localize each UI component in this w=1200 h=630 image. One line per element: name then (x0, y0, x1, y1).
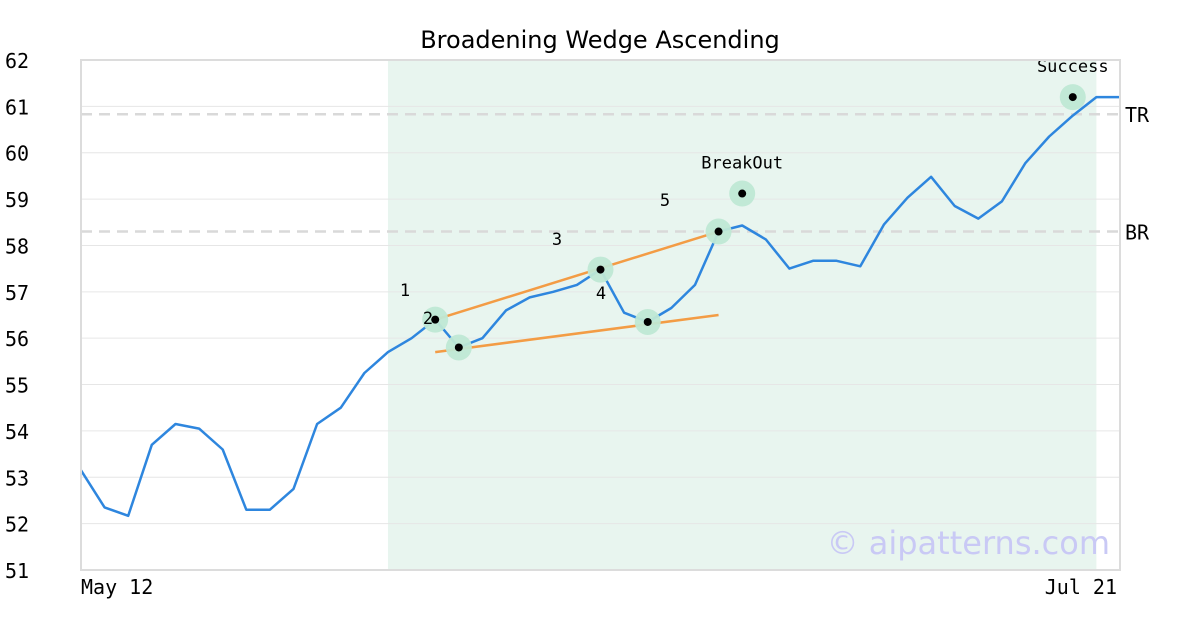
y-tick-label: 56 (5, 327, 29, 351)
x-tick-label-start: May 12 (81, 575, 153, 599)
y-tick-label: 60 (5, 142, 29, 166)
plot-border (80, 59, 1121, 571)
trend-line-1 (434, 230, 719, 321)
level-label-br: BR (1125, 221, 1150, 245)
pattern-point-label-5: 5 (660, 191, 670, 211)
annotation-breakout-dot (738, 189, 747, 198)
y-tick-label: 57 (5, 281, 29, 305)
plot-area: 51 52 53 54 55 56 57 58 59 60 61 62 TR BR 12 3 4 5 BreakOu… (5, 49, 1150, 583)
watermark: © aipatterns.com (827, 524, 1110, 562)
y-tick-label: 55 (5, 374, 29, 398)
annotation-breakout-label: BreakOut (701, 154, 783, 174)
y-tick-label: 51 (5, 559, 29, 583)
y-tick-label: 59 (5, 188, 29, 212)
y-tick-label: 62 (5, 49, 29, 73)
level-label-tr: TR (1125, 103, 1150, 127)
annotation-success-label: Success (1037, 57, 1109, 77)
highlight-region (387, 60, 1097, 570)
pattern-point-label-1: 1 (400, 281, 410, 301)
pattern-point-label-2: 2 (423, 309, 433, 329)
x-tick-label-end: Jul 21 (1045, 575, 1117, 599)
pattern-point-label-3: 3 (552, 230, 562, 250)
y-tick-label: 52 (5, 513, 29, 537)
pattern-point-3-dot (596, 265, 605, 274)
y-tick-label: 58 (5, 234, 29, 258)
pattern-point-4-dot (643, 317, 652, 326)
y-tick-label: 54 (5, 420, 29, 444)
chart-title: Broadening Wedge Ascending (420, 26, 780, 54)
trend-line-2 (435, 313, 719, 354)
y-tick-label: 53 (5, 466, 29, 490)
pattern-point-1-dot (431, 315, 440, 324)
annotation-success-dot (1068, 93, 1077, 102)
pattern-point-label-4: 4 (596, 284, 606, 304)
pattern-point-5-dot (714, 227, 723, 236)
y-tick-label: 61 (5, 95, 29, 119)
pattern-point-2-dot (454, 343, 463, 352)
